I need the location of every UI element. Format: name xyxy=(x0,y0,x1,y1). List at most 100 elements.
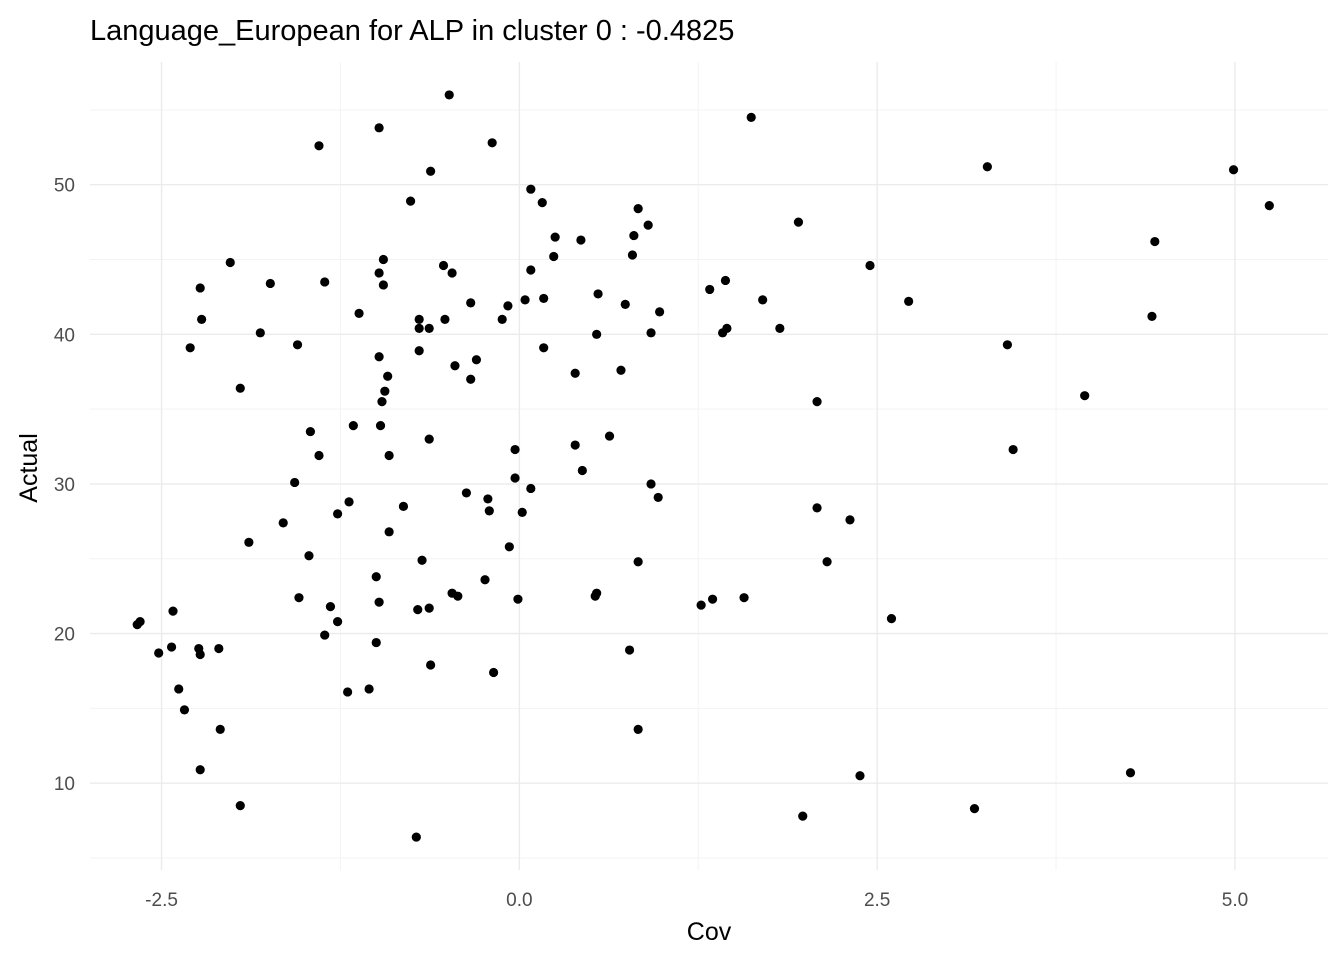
data-point xyxy=(453,591,463,601)
data-point xyxy=(444,90,454,100)
data-point xyxy=(489,667,499,678)
data-point xyxy=(576,235,586,245)
data-point xyxy=(592,329,602,339)
data-point xyxy=(304,551,314,561)
data-point xyxy=(865,260,875,271)
data-point xyxy=(1125,768,1136,778)
data-point xyxy=(526,184,536,194)
data-point xyxy=(235,383,245,393)
data-point xyxy=(746,112,756,122)
data-point xyxy=(374,352,384,362)
data-point xyxy=(510,473,520,483)
data-point xyxy=(179,705,190,715)
data-point xyxy=(325,602,336,612)
data-point xyxy=(466,298,476,308)
y-tick-label: 30 xyxy=(54,475,75,496)
x-tick-label: 0.0 xyxy=(506,890,532,911)
data-point xyxy=(798,811,808,821)
data-point xyxy=(1080,391,1090,401)
data-point xyxy=(235,801,245,811)
data-point xyxy=(629,230,639,241)
data-point xyxy=(633,557,643,567)
data-point xyxy=(969,804,980,814)
data-point xyxy=(513,594,523,604)
data-point xyxy=(646,479,656,489)
data-point xyxy=(722,323,732,333)
data-point xyxy=(570,440,580,450)
data-point xyxy=(166,642,177,652)
data-point xyxy=(424,323,434,333)
data-point xyxy=(604,431,615,441)
data-point xyxy=(305,426,316,437)
data-point xyxy=(616,365,626,375)
data-point xyxy=(1150,236,1160,247)
data-point xyxy=(195,765,205,775)
data-point xyxy=(1264,201,1274,211)
data-point xyxy=(414,323,424,333)
data-point xyxy=(380,386,390,396)
data-point xyxy=(278,518,288,528)
y-axis-ticks: 10 20 30 40 50 xyxy=(54,176,75,796)
data-point xyxy=(384,527,394,537)
data-point xyxy=(426,166,436,176)
data-point xyxy=(1002,340,1013,350)
data-point xyxy=(643,220,653,230)
data-point xyxy=(225,257,235,268)
data-point xyxy=(294,593,304,603)
data-point xyxy=(384,450,394,461)
data-point xyxy=(314,450,324,461)
data-point xyxy=(371,637,381,648)
data-point xyxy=(510,444,520,455)
data-point xyxy=(426,660,436,670)
data-point xyxy=(526,265,536,275)
y-tick-label: 20 xyxy=(54,625,75,646)
data-point xyxy=(720,275,731,286)
data-point xyxy=(378,280,388,290)
data-point xyxy=(855,771,865,781)
x-tick-label: 5.0 xyxy=(1222,890,1248,911)
data-point xyxy=(405,196,416,206)
data-point xyxy=(440,314,450,324)
data-point xyxy=(398,501,409,511)
data-point xyxy=(215,724,225,734)
data-point xyxy=(417,555,427,565)
data-point xyxy=(570,368,580,378)
data-point xyxy=(497,314,507,324)
data-point xyxy=(705,284,715,295)
x-tick-label: -2.5 xyxy=(145,890,178,911)
y-tick-label: 10 xyxy=(54,774,75,795)
data-point xyxy=(374,123,384,133)
data-point xyxy=(627,250,638,260)
data-point xyxy=(414,314,424,324)
data-point xyxy=(447,268,457,278)
data-point xyxy=(244,537,254,547)
data-point xyxy=(1228,165,1239,175)
data-point xyxy=(411,832,421,842)
data-point xyxy=(374,268,384,278)
data-point xyxy=(758,295,768,305)
data-point xyxy=(174,684,184,694)
data-point xyxy=(653,492,663,503)
data-point xyxy=(904,296,914,307)
data-point xyxy=(374,597,384,607)
data-point xyxy=(255,328,265,338)
data-point xyxy=(414,346,424,356)
data-point xyxy=(539,293,549,304)
data-point xyxy=(483,494,493,504)
data-point xyxy=(461,488,472,498)
data-point xyxy=(592,588,602,598)
data-point xyxy=(1008,444,1018,455)
data-point xyxy=(333,509,343,519)
x-axis-title: Cov xyxy=(687,918,732,946)
data-point xyxy=(845,515,855,525)
data-point xyxy=(290,477,300,488)
data-point xyxy=(320,630,330,640)
data-point xyxy=(377,397,387,407)
data-point xyxy=(549,251,559,262)
data-point xyxy=(646,328,656,338)
data-point xyxy=(438,260,449,271)
data-point xyxy=(471,355,482,365)
data-point xyxy=(343,687,353,697)
data-point xyxy=(466,374,476,384)
data-point xyxy=(812,397,822,407)
